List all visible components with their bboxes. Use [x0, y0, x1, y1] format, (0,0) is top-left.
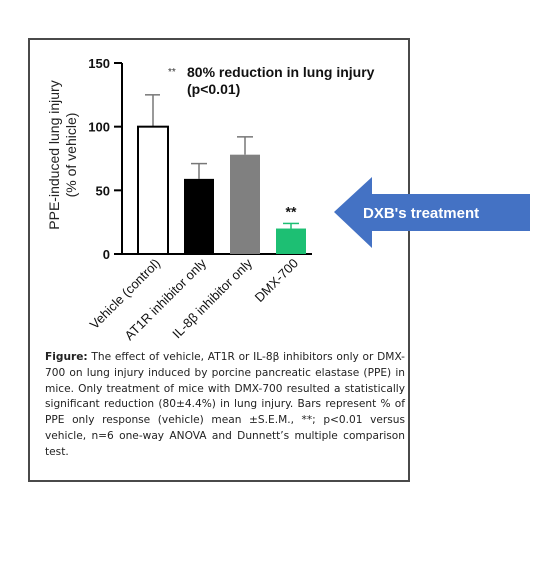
- bar-2: [184, 178, 214, 254]
- annotation-stars: **: [168, 67, 176, 78]
- bar-3: [230, 154, 260, 254]
- annotation-line2: (p<0.01): [187, 81, 240, 97]
- bar-1: [137, 125, 169, 255]
- y-axis-label-line2: (% of vehicle): [63, 113, 79, 198]
- x-tick-label: AT1R inhibitor only: [122, 255, 210, 343]
- bar-4: [276, 228, 306, 254]
- callout-label: DXB's treatment: [363, 205, 479, 222]
- annotation-box: [160, 58, 392, 96]
- x-tick-label: IL-8β inhibitor only: [169, 255, 255, 341]
- y-axis-label: PPE-induced lung injury (% of vehicle): [46, 80, 79, 229]
- reduction-annotation: ** 80% reduction in lung injury (p<0.01): [160, 58, 392, 97]
- y-tick-label: 100: [88, 120, 110, 135]
- annotation-line1: 80% reduction in lung injury: [187, 64, 375, 80]
- y-ticks: 150 100 50 0: [88, 56, 122, 262]
- y-tick-label: 50: [96, 183, 110, 198]
- y-axis-label-line1: PPE-induced lung injury: [46, 80, 62, 229]
- y-tick-label: 150: [88, 56, 110, 71]
- treatment-callout: DXB's treatment: [334, 177, 530, 248]
- x-tick-labels: Vehicle (control)AT1R inhibitor onlyIL-8…: [87, 255, 302, 343]
- significance-marker: **: [286, 203, 297, 219]
- x-tick-label: DMX-700: [252, 256, 301, 305]
- figure-caption: Figure: The effect of vehicle, AT1R or I…: [45, 350, 405, 461]
- bars: **: [137, 94, 306, 255]
- caption-text: The effect of vehicle, AT1R or IL-8β inh…: [45, 351, 405, 458]
- caption-label: Figure:: [45, 351, 88, 363]
- callout-arrow-shape: [334, 177, 530, 248]
- figure-panel: [28, 38, 410, 482]
- y-tick-label: 0: [103, 247, 110, 262]
